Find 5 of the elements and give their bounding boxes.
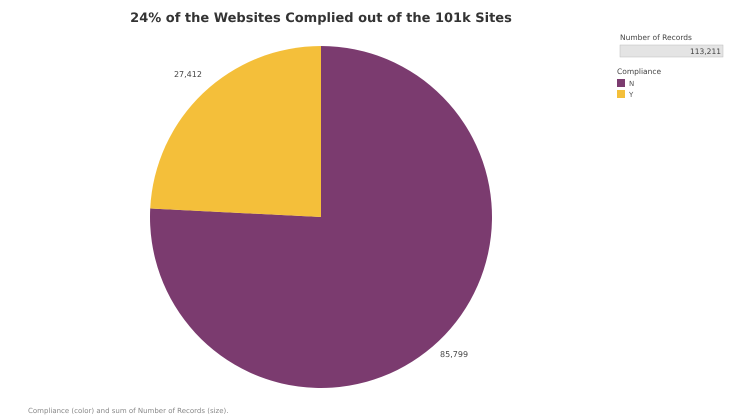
data-label: 85,799 bbox=[440, 350, 468, 359]
chart-title: 24% of the Websites Complied out of the 101k Sites bbox=[130, 11, 512, 26]
data-label: 27,412 bbox=[174, 70, 202, 80]
pie-slice bbox=[150, 46, 492, 388]
pie-slice bbox=[150, 46, 321, 217]
